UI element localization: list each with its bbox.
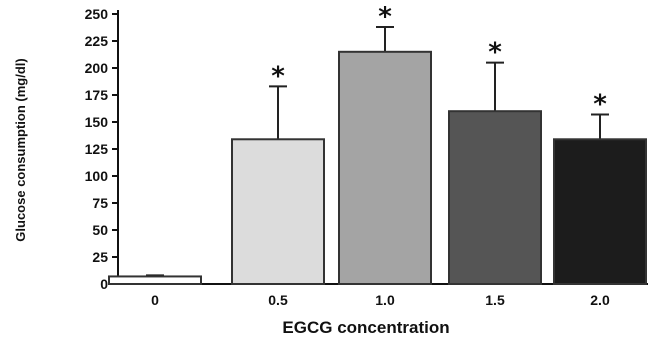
y-tick-label-75: 75: [92, 195, 108, 211]
x-axis-label: EGCG concentration: [282, 318, 449, 337]
significance-marker-0.5: *: [271, 61, 285, 91]
bar-0: [108, 275, 202, 286]
y-tick-label-150: 150: [85, 114, 109, 130]
x-tick-label-0.5: 0.5: [268, 292, 288, 308]
significance-marker-1.5: *: [488, 38, 502, 68]
plot-area: 0 25 50 75 100 125 150 175 200 225 250 0 * 0.5 * 1.0 * 1.…: [85, 2, 648, 308]
y-tick-label-200: 200: [85, 60, 109, 76]
significance-marker-1.0: *: [378, 2, 392, 32]
y-tick-label-175: 175: [85, 87, 109, 103]
x-tick-label-1.0: 1.0: [375, 292, 395, 308]
y-tick-label-225: 225: [85, 33, 109, 49]
y-tick-label-0: 0: [100, 276, 108, 292]
y-tick-label-100: 100: [85, 168, 109, 184]
significance-marker-2.0: *: [593, 89, 607, 119]
bar-1.0: [338, 50, 432, 285]
y-tick-label-50: 50: [92, 222, 108, 238]
y-tick-label-125: 125: [85, 141, 109, 157]
y-tick-label-250: 250: [85, 6, 109, 22]
x-tick-label-0: 0: [151, 292, 159, 308]
bar-0.5: [231, 138, 325, 285]
y-tick-label-25: 25: [92, 249, 108, 265]
x-tick-label-1.5: 1.5: [485, 292, 505, 308]
x-tick-label-2.0: 2.0: [590, 292, 610, 308]
bar-1.5: [448, 110, 542, 285]
y-axis-label: Glucose consumption (mg/dl): [13, 58, 28, 241]
bar-2.0: [553, 138, 647, 285]
